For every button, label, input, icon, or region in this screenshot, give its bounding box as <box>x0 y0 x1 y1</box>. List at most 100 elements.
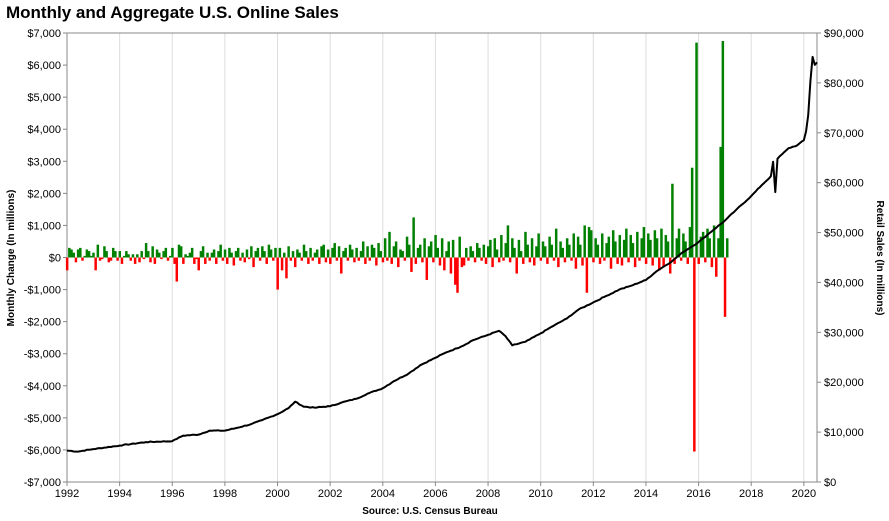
bar <box>443 257 446 271</box>
bar <box>421 257 424 263</box>
bar <box>695 42 698 258</box>
bar <box>276 257 279 290</box>
bar <box>177 244 181 258</box>
bar <box>622 239 626 258</box>
bar <box>225 257 229 264</box>
bar <box>68 247 71 258</box>
bar <box>217 251 220 258</box>
bar <box>269 249 273 258</box>
bar <box>114 251 117 258</box>
bar <box>587 227 591 258</box>
x-tick-label: 1998 <box>213 488 237 500</box>
bar <box>465 247 468 258</box>
bar <box>609 257 613 269</box>
bar <box>506 225 510 258</box>
bar <box>550 244 554 258</box>
left-tick-label: $4,000 <box>27 124 61 136</box>
bar <box>504 243 507 258</box>
bar <box>410 257 413 272</box>
bar <box>92 252 95 258</box>
bar <box>296 249 299 258</box>
bar <box>486 246 490 258</box>
bar <box>190 247 194 258</box>
bar <box>90 255 93 258</box>
bar <box>105 251 108 258</box>
bar <box>565 238 569 258</box>
bar <box>307 257 310 264</box>
bar <box>278 247 282 258</box>
bar <box>107 257 111 263</box>
bar <box>392 246 396 258</box>
bar <box>247 257 251 260</box>
bar <box>686 257 690 264</box>
bar <box>236 247 240 258</box>
bar <box>563 257 567 263</box>
bar <box>456 257 459 293</box>
bar <box>138 257 141 263</box>
bar <box>133 257 137 264</box>
bar <box>399 249 402 258</box>
bar <box>668 257 672 274</box>
bar <box>182 257 185 264</box>
bar <box>546 257 549 264</box>
bar <box>603 257 606 261</box>
bar <box>583 225 586 258</box>
bar <box>717 238 720 258</box>
bar <box>254 251 257 258</box>
bar <box>149 257 152 263</box>
bar <box>647 233 650 258</box>
bar <box>87 251 91 258</box>
bar <box>475 243 479 258</box>
bar <box>313 252 317 258</box>
bar <box>184 254 187 258</box>
left-tick-label: -$1,000 <box>24 285 61 297</box>
bar <box>116 257 119 261</box>
bar <box>642 227 646 258</box>
right-tick-label: $10,000 <box>824 427 864 439</box>
bar <box>462 257 466 266</box>
bar <box>614 241 617 258</box>
bar <box>239 257 242 261</box>
bar <box>221 257 225 261</box>
bar <box>160 257 163 260</box>
bar <box>140 251 143 258</box>
bar <box>320 246 323 258</box>
bar <box>344 247 347 258</box>
bar <box>427 246 431 258</box>
x-axis: 1992 1994 1996 1998 2000 2002 2004 2006 2008 2010… <box>55 482 816 500</box>
bar <box>287 246 290 258</box>
bar <box>688 227 692 258</box>
bar <box>76 249 80 258</box>
bar <box>528 257 532 263</box>
bar <box>348 244 352 258</box>
bar <box>258 257 262 261</box>
bar <box>725 238 729 258</box>
bar <box>491 257 494 268</box>
bar <box>188 252 192 258</box>
bar <box>478 247 481 258</box>
bar <box>302 244 306 258</box>
left-tick-label: $1,000 <box>27 220 61 232</box>
bar <box>489 239 492 258</box>
bar <box>570 257 573 261</box>
bar <box>432 257 435 263</box>
bar <box>120 257 124 264</box>
bar <box>100 257 104 260</box>
bar <box>423 238 426 258</box>
bar <box>405 236 409 258</box>
bar <box>451 239 455 258</box>
bar <box>401 251 404 258</box>
bar <box>605 243 608 258</box>
bar <box>118 251 122 258</box>
bar <box>350 249 354 258</box>
bar <box>701 231 705 258</box>
bar <box>331 247 334 258</box>
bar <box>480 257 483 261</box>
bar <box>559 241 562 258</box>
x-tick-label: 2020 <box>792 488 816 500</box>
bar <box>155 249 159 258</box>
bar <box>243 257 247 263</box>
bar <box>572 233 575 258</box>
x-tick-label: 1992 <box>55 488 79 500</box>
source-note: Source: U.S. Census Bureau <box>362 506 498 517</box>
